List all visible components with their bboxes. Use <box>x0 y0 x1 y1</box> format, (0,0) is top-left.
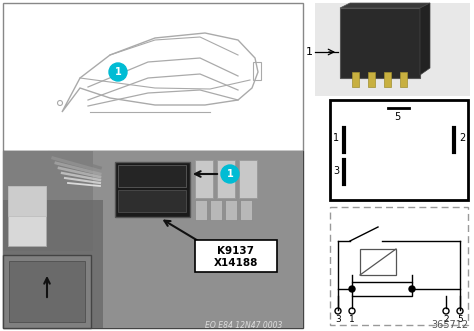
Bar <box>195 160 213 198</box>
Bar <box>115 162 190 217</box>
Bar <box>195 240 277 272</box>
Bar <box>330 100 468 200</box>
Bar <box>360 249 396 275</box>
Bar <box>225 200 237 220</box>
Text: 5: 5 <box>394 112 401 122</box>
Text: 2: 2 <box>459 133 465 143</box>
Bar <box>400 72 407 87</box>
Bar <box>3 200 103 328</box>
Bar <box>217 160 235 198</box>
Text: 365712: 365712 <box>431 320 468 330</box>
Bar <box>118 190 186 212</box>
Text: 1: 1 <box>115 67 121 77</box>
Circle shape <box>349 286 355 292</box>
Text: X14188: X14188 <box>214 258 258 268</box>
Bar <box>384 72 391 87</box>
Text: 1: 1 <box>349 315 355 324</box>
Text: 2: 2 <box>443 315 449 324</box>
Bar <box>8 186 46 216</box>
Polygon shape <box>340 3 430 8</box>
Text: EO E84 12N47 0003: EO E84 12N47 0003 <box>205 320 283 329</box>
Bar <box>118 165 186 187</box>
Bar <box>3 3 303 151</box>
Circle shape <box>221 165 239 183</box>
Bar <box>239 160 257 198</box>
Bar <box>240 200 252 220</box>
Bar <box>340 8 420 78</box>
Text: 5: 5 <box>457 315 463 324</box>
Bar <box>8 186 46 246</box>
Text: 1: 1 <box>306 47 313 57</box>
Bar <box>9 261 85 322</box>
Bar <box>253 62 261 80</box>
Text: 1: 1 <box>333 133 339 143</box>
Bar <box>315 3 470 96</box>
Bar <box>3 151 303 328</box>
Text: 3: 3 <box>333 166 339 176</box>
Bar <box>3 151 93 251</box>
Bar <box>3 255 91 328</box>
Bar <box>368 72 375 87</box>
Circle shape <box>109 63 127 81</box>
Bar <box>352 72 359 87</box>
Bar <box>210 200 222 220</box>
Polygon shape <box>420 3 430 75</box>
Text: 1: 1 <box>227 169 233 179</box>
Bar <box>352 282 412 296</box>
Bar <box>3 151 303 328</box>
Bar <box>330 207 468 325</box>
Bar <box>195 200 207 220</box>
Text: 3: 3 <box>335 315 341 324</box>
Text: K9137: K9137 <box>218 246 255 256</box>
Circle shape <box>409 286 415 292</box>
